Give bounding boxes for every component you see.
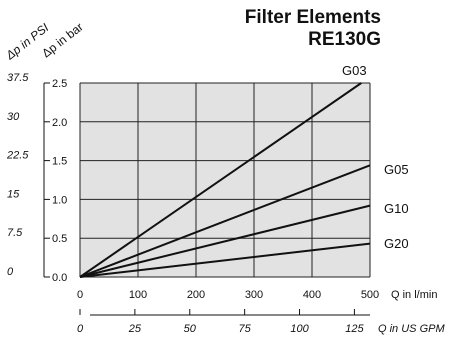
x-axis-gpm: 0 25 50 75 100 125 xyxy=(77,309,370,335)
x-tick-label: 0 xyxy=(77,289,83,301)
series-label-g03: G03 xyxy=(342,63,367,78)
y-tick-label: 1.5 xyxy=(52,156,67,168)
series-lines: G03 G05 G10 G20 xyxy=(79,63,409,278)
x-axis-label: Q in l/min xyxy=(391,289,437,301)
x2-tick-label: 25 xyxy=(128,323,142,335)
x-tick-label: 500 xyxy=(361,289,379,301)
x-axis-lpm: 0 100 200 300 400 500 xyxy=(77,289,379,301)
x-tick-label: 400 xyxy=(303,289,321,301)
chart-title: Filter Elements xyxy=(244,7,381,28)
y-tick-label: 0.5 xyxy=(52,233,67,245)
series-label-g10: G10 xyxy=(384,201,409,216)
grid xyxy=(79,82,371,278)
x2-tick-label: 0 xyxy=(77,323,84,335)
series-label-g05: G05 xyxy=(384,162,409,177)
x2-tick-label: 100 xyxy=(290,323,309,335)
x2-tick-label: 125 xyxy=(345,323,364,335)
x-tick-label: 300 xyxy=(245,289,263,301)
x-tick-label: 200 xyxy=(187,289,205,301)
y2-tick-label: 37.5 xyxy=(7,72,29,84)
y-tick-label: 2.5 xyxy=(52,78,67,90)
y-tick-label: 2.0 xyxy=(52,117,67,129)
y2-tick-label: 30 xyxy=(7,111,20,123)
y-tick-label: 0.0 xyxy=(52,272,67,284)
series-line-g05 xyxy=(79,164,371,278)
x2-tick-label: 75 xyxy=(239,323,252,335)
series-line-g03 xyxy=(79,82,362,278)
chart-subtitle: RE130G xyxy=(308,29,381,50)
y-tick-label: 1.0 xyxy=(52,194,67,206)
x2-axis-label: Q in US GPM xyxy=(378,323,445,335)
series-label-g20: G20 xyxy=(384,236,409,251)
y2-tick-label: 15 xyxy=(7,188,20,200)
x2-tick-label: 50 xyxy=(184,323,197,335)
y-axis-psi: 0 7.5 15 22.5 30 37.5 xyxy=(6,72,29,278)
y2-tick-label: 7.5 xyxy=(7,227,23,239)
series-line-g10 xyxy=(79,204,371,278)
x-tick-label: 100 xyxy=(129,289,147,301)
y2-tick-label: 22.5 xyxy=(6,150,29,162)
y-axis-bar: 0.0 0.5 1.0 1.5 2.0 2.5 xyxy=(43,78,67,284)
series-line-g20 xyxy=(79,242,371,278)
y2-tick-label: 0 xyxy=(7,266,14,278)
